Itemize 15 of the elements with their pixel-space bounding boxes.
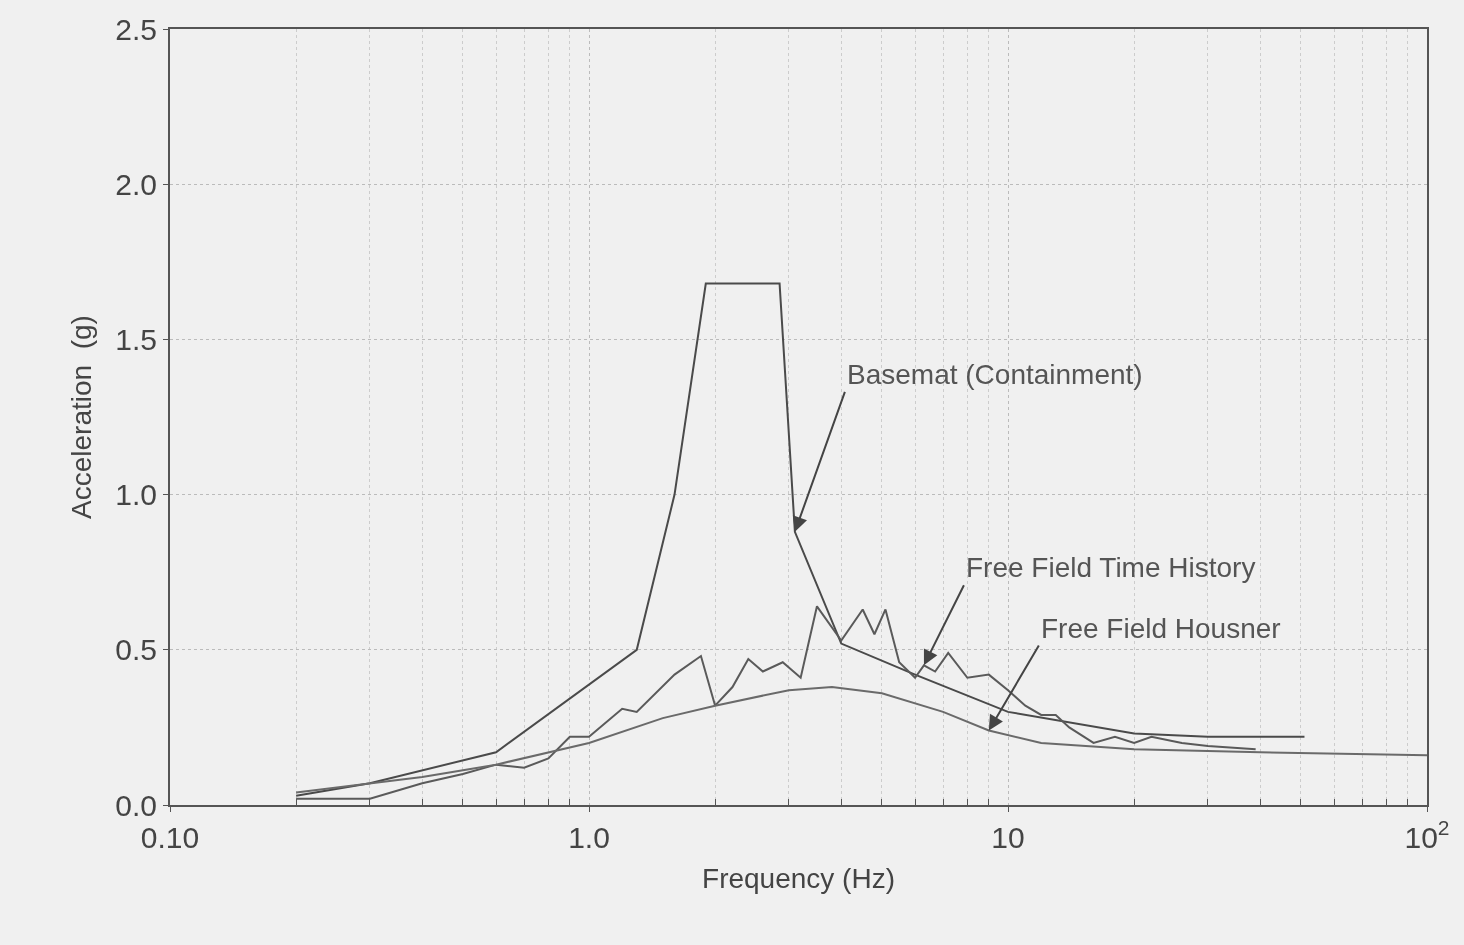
y-tick-label: 2.5 [115, 12, 157, 46]
x-axis-title: Frequency (Hz) [702, 862, 895, 894]
y-tick-label: 0.5 [115, 633, 157, 667]
x-tick-label: 10$^{2}$ [1404, 816, 1450, 854]
annotation: Free Field Time History [966, 552, 1256, 583]
x-tick-label: 0.10 [140, 821, 200, 854]
y-axis-title: Acceleration (g) [66, 315, 98, 519]
annotation: Basemat (Containment) [847, 359, 1143, 390]
y-tick-label: 0.0 [115, 788, 157, 822]
x-tick-label: 1.0 [568, 821, 610, 854]
y-tick-label: 1.0 [115, 478, 157, 512]
y-tick-label: 1.5 [115, 322, 157, 356]
x-tick-label: 10 [991, 821, 1025, 854]
y-tick-label: 2.0 [115, 167, 157, 201]
annotation: Free Field Housner [1041, 613, 1281, 644]
